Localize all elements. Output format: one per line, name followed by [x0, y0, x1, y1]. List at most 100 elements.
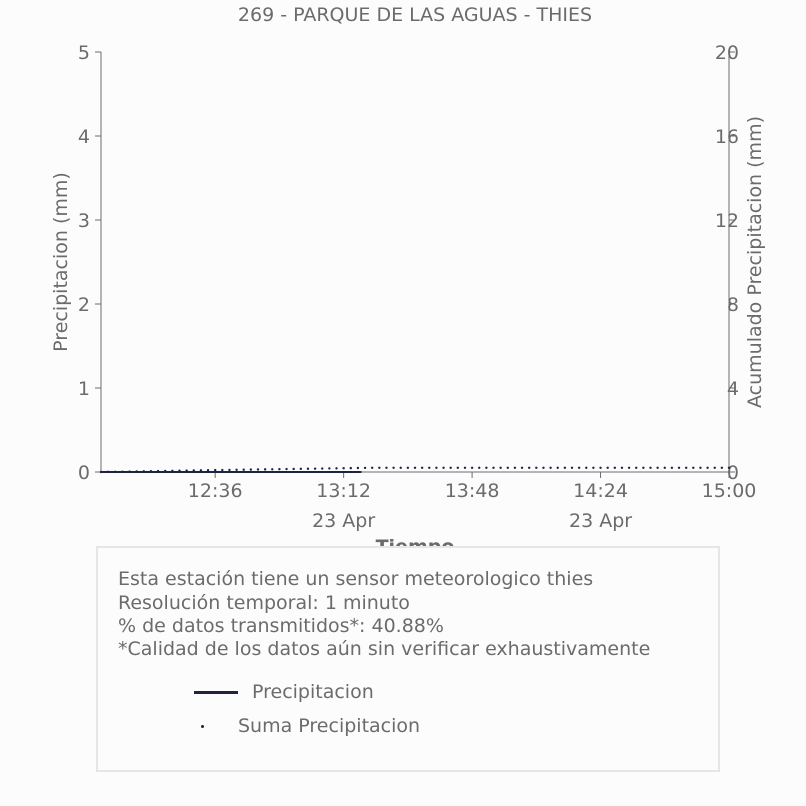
info-transmitted: % de datos transmitidos*: 40.88%	[118, 615, 444, 637]
suma-point	[356, 466, 360, 470]
suma-point	[613, 466, 617, 469]
suma-point	[249, 468, 253, 471]
suma-point	[370, 466, 374, 469]
suma-point	[470, 466, 474, 469]
suma-point	[542, 466, 545, 469]
suma-point	[606, 466, 609, 469]
suma-point	[256, 468, 260, 471]
suma-point	[492, 466, 495, 469]
suma-point	[235, 468, 238, 471]
suma-point	[156, 469, 160, 473]
suma-point	[670, 466, 674, 469]
chart: 269 - PARQUE DE LAS AGUAS - THIES 012345…	[50, 4, 766, 558]
suma-point	[114, 470, 117, 473]
legend-suma: Suma Precipitacion	[238, 715, 421, 737]
suma-point	[620, 466, 624, 469]
suma-point	[563, 466, 567, 469]
suma-point	[271, 468, 274, 471]
suma-point	[663, 466, 666, 469]
suma-point	[428, 466, 431, 469]
legend-dot-icon	[201, 725, 204, 728]
suma-point	[449, 466, 452, 469]
suma-point	[213, 468, 217, 472]
suma-point	[192, 469, 195, 472]
y-tick-label: 4	[78, 126, 90, 148]
info-resolution: Resolución temporal: 1 minuto	[118, 592, 410, 614]
suma-point	[178, 469, 181, 472]
suma-point	[506, 466, 509, 469]
suma-point	[520, 466, 524, 469]
suma-point	[285, 467, 288, 471]
suma-point	[442, 466, 445, 469]
suma-point	[99, 470, 103, 474]
suma-point	[399, 466, 402, 469]
y-axis-label: Precipitacion (mm)	[50, 172, 72, 352]
suma-point	[485, 466, 488, 469]
series-layer	[99, 466, 731, 474]
suma-point	[656, 466, 659, 469]
info-box: Esta estación tiene un sensor meteorolog…	[96, 546, 720, 772]
legend-precipitacion: Precipitacion	[252, 681, 374, 703]
suma-point	[649, 466, 652, 469]
y-tick-label: 2	[78, 294, 90, 316]
x-tick-label: 12:36	[188, 480, 243, 502]
suma-point	[142, 470, 146, 473]
suma-point	[328, 467, 331, 470]
suma-point	[677, 466, 681, 469]
suma-point	[713, 466, 716, 469]
suma-point	[549, 466, 552, 469]
y-tick-label: 5	[78, 42, 90, 64]
suma-point	[392, 466, 395, 469]
suma-point	[349, 466, 352, 470]
suma-point	[727, 466, 731, 469]
x-tick-label: 15:00	[702, 480, 757, 502]
y2-tick-label: 12	[715, 210, 739, 232]
y-tick-label: 3	[78, 210, 90, 232]
suma-point	[599, 466, 602, 469]
suma-point	[335, 467, 338, 470]
suma-point	[463, 466, 467, 469]
suma-point	[627, 466, 631, 469]
suma-point	[535, 466, 538, 469]
suma-point	[499, 466, 502, 469]
left-y-ticks: 0 1 2 3 4 5	[78, 42, 101, 484]
suma-point	[121, 470, 124, 473]
suma-point	[692, 466, 695, 469]
suma-point	[556, 466, 559, 469]
suma-point	[635, 466, 638, 469]
suma-point	[149, 469, 153, 473]
y2-tick-label: 4	[727, 378, 739, 400]
suma-point	[720, 466, 724, 469]
suma-point	[342, 467, 345, 470]
suma-point	[206, 469, 210, 472]
y-tick-label: 0	[78, 462, 90, 484]
suma-point	[706, 466, 709, 469]
suma-point	[292, 467, 295, 471]
suma-point	[699, 466, 702, 469]
suma-point	[221, 468, 224, 472]
suma-point	[413, 466, 417, 469]
suma-point	[513, 466, 517, 469]
suma-point	[585, 466, 588, 469]
y-tick-label: 1	[78, 378, 90, 400]
suma-point	[406, 466, 410, 469]
suma-point	[478, 466, 481, 469]
suma-point	[199, 469, 203, 472]
suma-point	[228, 468, 231, 472]
suma-point	[577, 466, 581, 469]
suma-point	[420, 466, 424, 469]
x-tick-label: 13:12	[316, 480, 371, 502]
suma-point	[306, 467, 310, 470]
info-quality: *Calidad de los datos aún sin verificar …	[118, 638, 651, 660]
suma-point	[456, 466, 460, 469]
suma-point	[299, 467, 303, 471]
suma-point	[128, 470, 131, 473]
x-date-label: 23 Apr	[569, 510, 632, 532]
y2-tick-label: 16	[715, 126, 739, 148]
y2-tick-label: 8	[727, 294, 739, 316]
suma-point	[527, 466, 531, 469]
suma-point	[278, 467, 281, 471]
suma-point	[106, 470, 110, 474]
suma-point	[135, 470, 138, 473]
